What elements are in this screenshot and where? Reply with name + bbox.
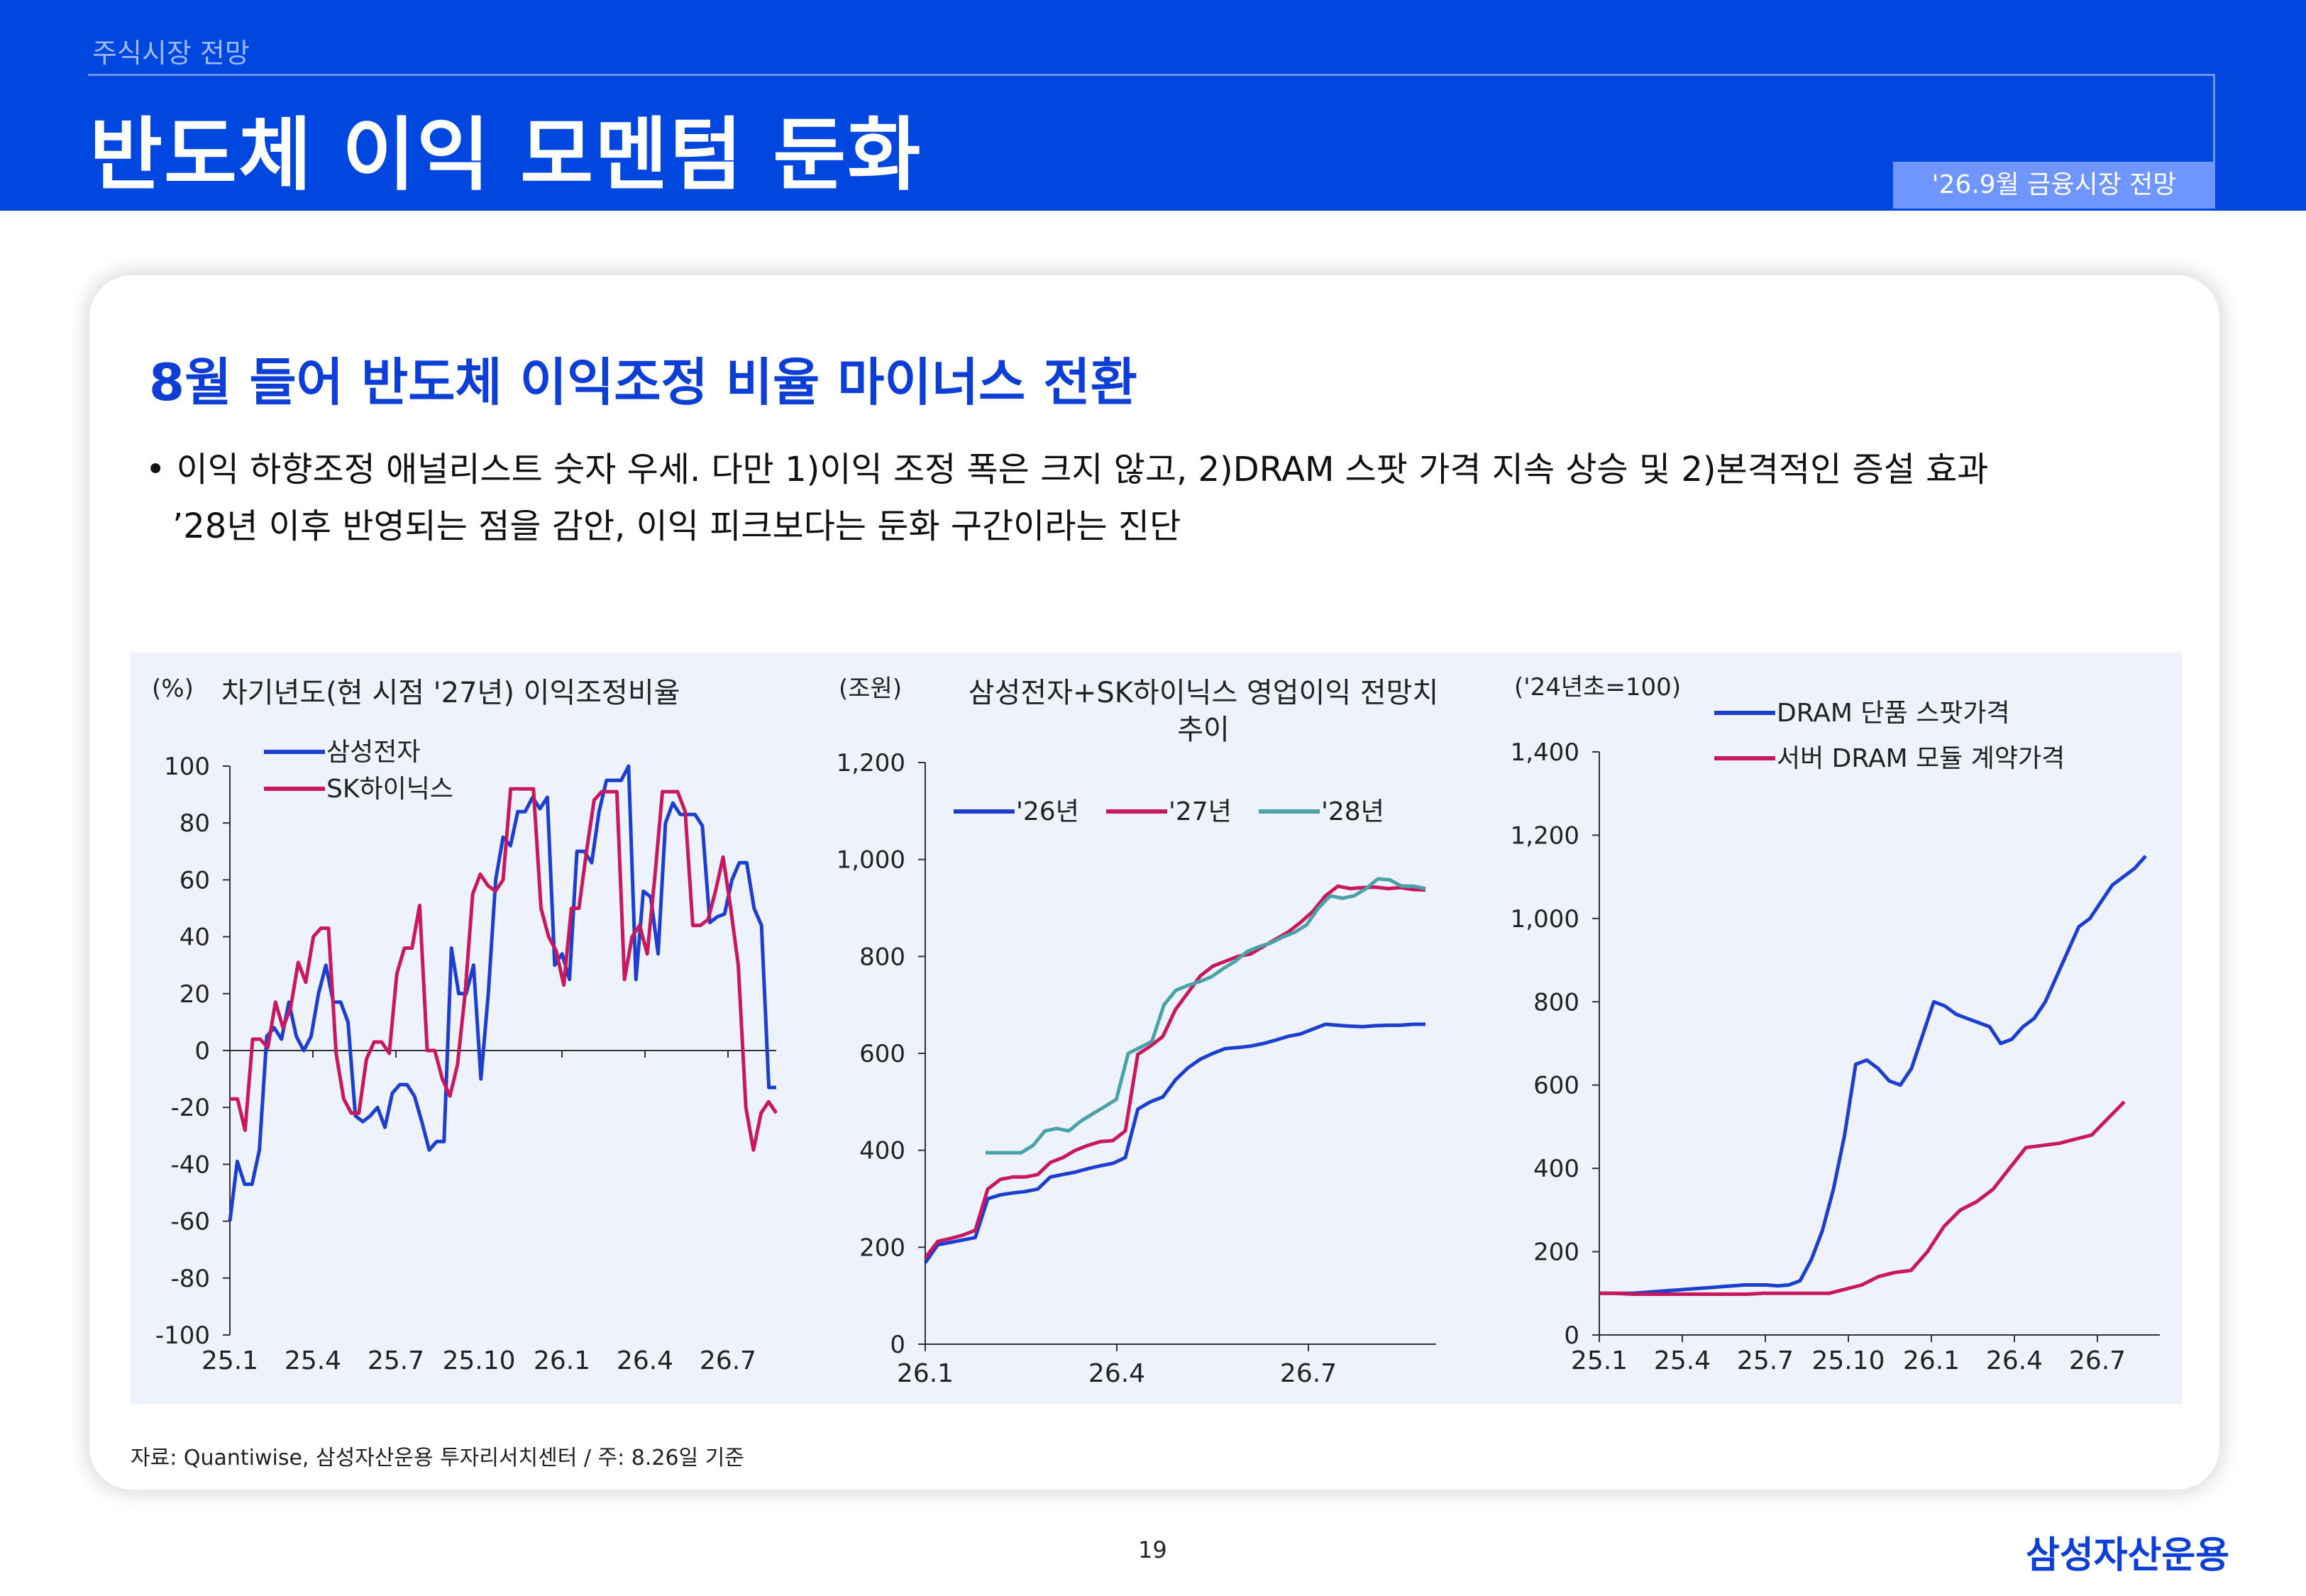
chart3-y-tick-label: 200 — [1533, 1238, 1579, 1267]
bullet-line-1: • 이익 하향조정 애널리스트 숫자 우세. 다만 1)이익 조정 폭은 크지 … — [145, 450, 1989, 489]
chart3-y-tick-label: 1,200 — [1511, 821, 1579, 850]
chart1-title: 차기년도(현 시점 '27년) 이익조정비율 — [221, 677, 680, 709]
company-logo: 삼성자산운용 — [2026, 1534, 2230, 1577]
section-label: 주식시장 전망 — [92, 38, 250, 69]
chart1-legend-label-2: SK하이닉스 — [326, 775, 453, 804]
chart1-y-tick-label: 20 — [180, 980, 210, 1009]
chart3-series-line-1 — [1599, 855, 2147, 1295]
chart1-y-tick-label: 40 — [180, 924, 210, 952]
chart2-x-tick-label: 26.7 — [1280, 1359, 1337, 1388]
header-bar: 주식시장 전망 반도체 이익 모멘텀 둔화 '26.9월 금융시장 전망 — [0, 0, 2306, 211]
chart2-y-tick-label: 600 — [859, 1040, 905, 1068]
chart1-legend-label-1: 삼성전자 — [326, 738, 420, 767]
chart3-x-tick-label: 25.1 — [1571, 1346, 1628, 1375]
chart1-y-tick-label: -60 — [170, 1208, 210, 1236]
chart2-y-tick-label: 0 — [890, 1331, 905, 1359]
source-note: 자료: Quantiwise, 삼성자산운용 투자리서치센터 / 주: 8.26… — [131, 1446, 744, 1470]
chart2-unit-label: (조원) — [839, 675, 902, 703]
chart1-x-tick-label: 25.1 — [202, 1346, 258, 1375]
chart2-legend-label-2: '27년 — [1169, 797, 1232, 826]
chart-panel: 100 80 60 40 20 0 -20 -40 -60 -80 -100 25.1 25.4 25.7… — [131, 653, 2183, 1404]
page-number: 19 — [1138, 1536, 1167, 1563]
chart3-legend-label-1: DRAM 단품 스팟가격 — [1777, 699, 2010, 728]
chart1-series-line-2 — [230, 787, 778, 1152]
chart3-x-tick-label: 26.1 — [1903, 1346, 1960, 1375]
chart3-legend-label-2: 서버 DRAM 모듈 계약가격 — [1777, 744, 2065, 773]
chart1-y-tick-label: -40 — [170, 1151, 210, 1179]
chart1-y-tick-label: -80 — [170, 1265, 210, 1293]
chart3-x-tick-label: 26.7 — [2069, 1346, 2126, 1375]
chart2-y-tick-label: 1,200 — [837, 749, 905, 777]
chart1-x-tick-label: 25.10 — [442, 1346, 515, 1375]
chart1-y-tick-label: 100 — [164, 753, 210, 781]
chart2-x-tick-label: 26.4 — [1088, 1359, 1145, 1388]
chart3-unit-label: ('24년초=100) — [1514, 673, 1681, 702]
chart2-series-line-3 — [986, 877, 1426, 1155]
chart1-y-tick-label: 60 — [180, 866, 210, 894]
chart2-x-tick-label: 26.1 — [897, 1359, 954, 1388]
chart1-unit-label: (%) — [152, 675, 194, 703]
chart3-y-tick-label: 400 — [1533, 1155, 1579, 1183]
chart1-y-tick-label: 0 — [194, 1037, 210, 1065]
chart1-x-tick-label: 26.7 — [700, 1346, 756, 1375]
chart3-x-tick-label: 26.4 — [1986, 1346, 2043, 1375]
chart1-series-line-1 — [228, 764, 776, 1221]
chart1-x-tick-label: 25.4 — [285, 1346, 341, 1375]
header-frame-line — [88, 74, 2215, 76]
chart3-y-tick-label: 1,000 — [1511, 905, 1579, 933]
report-tag: '26.9월 금융시장 전망 — [1893, 162, 2215, 209]
chart3-series-line-2 — [1599, 1100, 2126, 1296]
chart3-y-tick-label: 1,400 — [1511, 738, 1579, 767]
chart3-y-tick-label: 0 — [1564, 1321, 1579, 1350]
chart1-x-tick-label: 26.4 — [617, 1346, 673, 1375]
chart1-y-tick-label: 80 — [180, 809, 210, 838]
chart3-x-tick-label: 25.10 — [1811, 1346, 1885, 1375]
chart2-y-tick-label: 1,000 — [837, 846, 905, 875]
bullet-line-2: ’28년 이후 반영되는 점을 감안, 이익 피크보다는 둔화 구간이라는 진단 — [172, 506, 1181, 546]
chart2-title-line2: 추이 — [1177, 714, 1230, 746]
chart2-y-tick-label: 400 — [859, 1137, 905, 1165]
chart1-y-tick-label: -100 — [155, 1321, 210, 1350]
chart1-x-tick-label: 25.7 — [368, 1346, 424, 1375]
chart2-y-tick-label: 200 — [859, 1234, 905, 1262]
chart2-series-line-2 — [924, 884, 1426, 1259]
chart1-y-tick-label: -20 — [170, 1094, 210, 1122]
chart2-series-line-1 — [923, 1022, 1425, 1264]
chart3-x-tick-label: 25.7 — [1737, 1346, 1794, 1375]
chart2-y-tick-label: 800 — [859, 943, 905, 971]
chart2-title: 삼성전자+SK하이닉스 영업이익 전망치 — [969, 677, 1439, 709]
chart1-x-tick-label: 26.1 — [534, 1346, 590, 1375]
chart2-legend-label-3: '28년 — [1321, 797, 1384, 826]
chart3-y-tick-label: 800 — [1533, 988, 1579, 1016]
chart3-y-tick-label: 600 — [1533, 1072, 1579, 1100]
card-title: 8월 들어 반도체 이익조정 비율 마이너스 전환 — [149, 353, 1137, 412]
header-frame-line-right — [2213, 74, 2215, 163]
chart3-x-tick-label: 25.4 — [1654, 1346, 1711, 1375]
chart2-legend-label-1: '26년 — [1016, 797, 1079, 826]
page-title: 반도체 이익 모멘텀 둔화 — [89, 109, 922, 201]
bullet-text: • 이익 하향조정 애널리스트 숫자 우세. 다만 1)이익 조정 폭은 크지 … — [145, 441, 2203, 555]
